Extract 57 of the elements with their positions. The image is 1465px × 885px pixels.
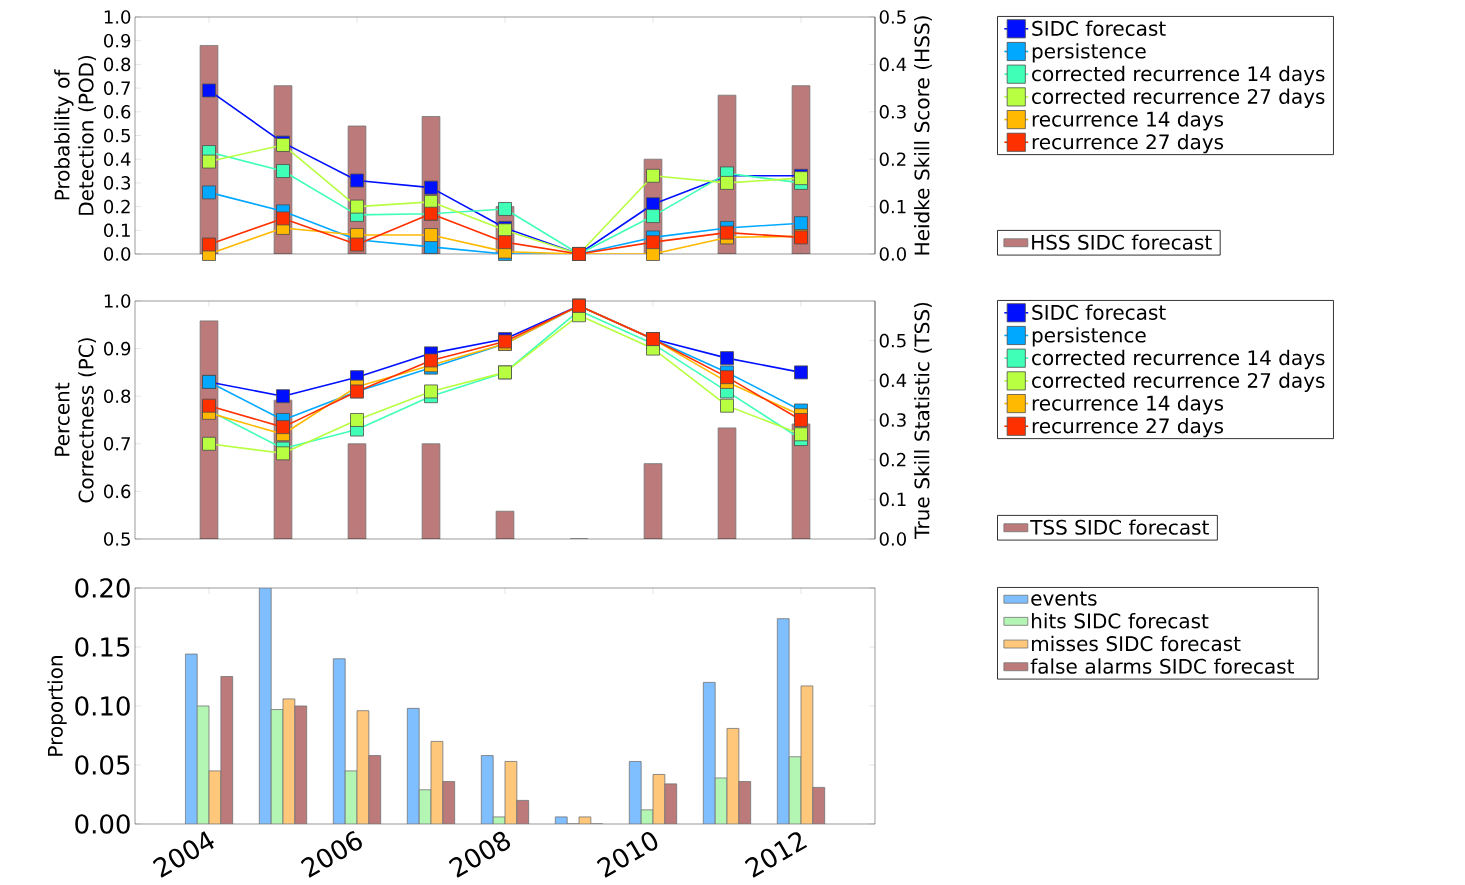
legend-label: recurrence 14 days	[1032, 111, 1224, 131]
y2-tick-label: 0.4	[879, 373, 907, 388]
y-tick-label: 0.00	[75, 814, 130, 834]
y2-tick-label: 0.1	[879, 492, 906, 507]
y2-axis-title: True Skill Statistic (TSS)	[914, 302, 932, 539]
y-tick-label: 0.9	[104, 33, 131, 48]
legend-label: SIDC forecast	[1032, 304, 1166, 320]
y-tick-label: 1.0	[104, 10, 131, 24]
y-tick-label: 0.9	[104, 341, 131, 356]
y2-tick-label: 0.2	[879, 152, 906, 166]
y-tick-label: 0.0	[104, 247, 131, 261]
y-tick-label: 0.10	[75, 696, 130, 716]
legend-label: false alarms SIDC forecast	[1030, 658, 1294, 674]
legend-label: persistence	[1032, 43, 1146, 63]
y-tick-label: 1.0	[104, 294, 131, 308]
y-axis-title: Proportion	[47, 656, 67, 756]
y2-tick-label: 0.5	[879, 333, 906, 348]
legend-label: recurrence 27 days	[1032, 417, 1224, 438]
y-axis-title: Percent Correctness (PC)	[54, 338, 96, 503]
y2-axis-title: Heidke Skill Score (HSS)	[914, 16, 932, 255]
y2-tick-label: 0.4	[879, 57, 907, 72]
y2-tick-label: 0.0	[879, 532, 906, 546]
y-tick-label: 0.8	[104, 57, 131, 72]
y-tick-label: 0.2	[104, 199, 130, 214]
y-tick-label: 0.7	[104, 436, 130, 451]
legend-label: HSS SIDC forecast	[1032, 234, 1212, 250]
legend-label: recurrence 27 days	[1032, 133, 1224, 154]
y-tick-label: 0.6	[104, 484, 131, 499]
y-tick-label: 0.4	[104, 152, 131, 166]
legend-label: corrected recurrence 27 days	[1032, 88, 1325, 108]
legend-label: persistence	[1032, 327, 1146, 347]
y2-tick-label: 0.2	[879, 452, 906, 467]
y-tick-label: 0.1	[104, 223, 130, 238]
y-tick-label: 0.15	[75, 637, 130, 657]
y-tick-label: 0.05	[75, 755, 130, 775]
legend-label: misses SIDC forecast	[1032, 635, 1241, 652]
legend-label: recurrence 14 days	[1032, 395, 1224, 415]
legend-label: corrected recurrence 27 days	[1032, 372, 1325, 392]
legend-label: corrected recurrence 14 days	[1032, 65, 1325, 86]
legend-label: TSS SIDC forecast	[1030, 519, 1209, 535]
legend-label: SIDC forecast	[1032, 20, 1166, 36]
y-tick-label: 0.5	[104, 128, 130, 143]
y-tick-label: 0.5	[104, 532, 130, 546]
y2-tick-label: 0.3	[879, 413, 906, 427]
y2-tick-label: 0.1	[879, 199, 906, 214]
legend-label: hits SIDC forecast	[1032, 613, 1209, 629]
y2-tick-label: 0.0	[879, 247, 906, 261]
y-tick-label: 0.3	[104, 176, 131, 190]
y-tick-label: 0.6	[104, 104, 131, 119]
legend-label: corrected recurrence 14 days	[1032, 349, 1325, 370]
y-axis-title: Probability of Detection (POD)	[54, 55, 96, 215]
y-tick-label: 0.8	[104, 389, 131, 403]
y2-tick-label: 0.5	[879, 10, 906, 24]
legend-label: events	[1031, 591, 1097, 606]
y2-tick-label: 0.3	[879, 104, 906, 119]
y-tick-label: 0.20	[75, 578, 130, 598]
y-tick-label: 0.7	[104, 81, 130, 95]
